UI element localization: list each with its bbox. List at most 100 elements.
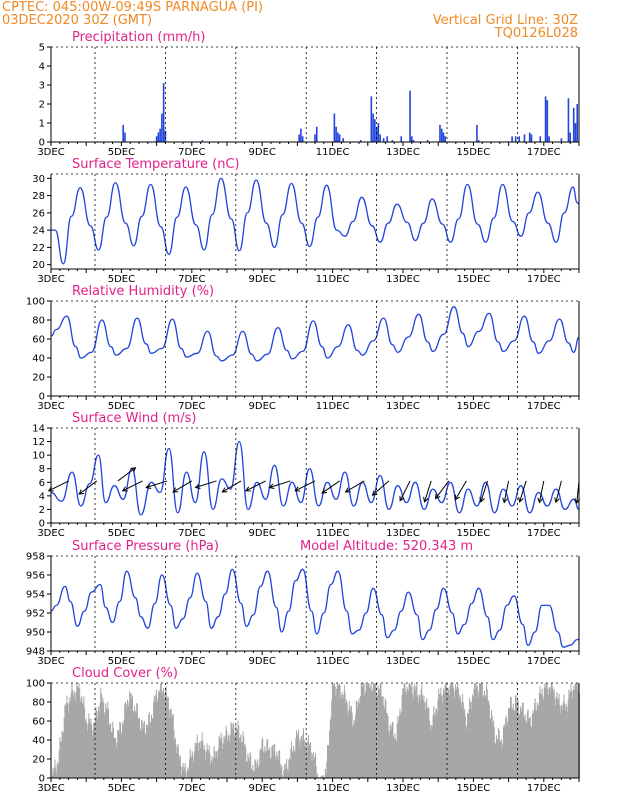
y-tick-label: 60: [32, 335, 45, 346]
cloud-bar: [98, 706, 100, 778]
cloud-bar: [86, 730, 88, 778]
cloud-bar: [243, 745, 245, 778]
x-tick-label: 5DEC: [108, 783, 135, 794]
cloud-bar: [349, 706, 351, 778]
cloud-bar: [435, 708, 437, 778]
y-tick-label: 30: [32, 174, 45, 185]
wind-arrow: [117, 467, 136, 482]
cloud-bar: [505, 715, 507, 778]
cloud-bar: [418, 694, 420, 778]
cloud-bar: [569, 693, 571, 778]
cloud-bar: [196, 743, 198, 778]
cloud-bar: [361, 683, 363, 778]
cloud-bar: [343, 694, 345, 778]
cloud-bar: [336, 688, 338, 778]
cloud-bar: [205, 751, 207, 778]
cloud-bar: [145, 734, 147, 778]
cloud-bar: [251, 769, 253, 778]
cloud-bar: [451, 685, 453, 778]
cloud-bar: [248, 757, 250, 778]
cloud-bar: [551, 683, 553, 778]
cloud-bar: [178, 754, 180, 778]
wind-arrows: [47, 467, 581, 504]
wind-arrow-head: [121, 486, 128, 492]
cloud-bar: [154, 700, 156, 778]
precip-bar: [374, 119, 376, 142]
cloud-bar: [357, 708, 359, 778]
cloud-bar: [526, 711, 528, 778]
x-tick-label: 15DEC: [457, 274, 491, 285]
cloud-bar: [498, 730, 500, 778]
cloud-bar: [572, 690, 574, 778]
cloud-bar: [422, 695, 424, 778]
wind-arrow-head: [479, 496, 485, 503]
cloud-bar: [189, 748, 191, 778]
cloud-bar: [263, 752, 265, 778]
cloud-bar: [225, 725, 227, 778]
cloud-bar: [412, 693, 414, 778]
cloud-bar: [63, 717, 65, 778]
cloud-bar: [295, 738, 297, 778]
cloud-bar: [239, 737, 241, 778]
precip-bar: [375, 126, 378, 142]
cloud-bar: [378, 688, 380, 778]
cloud-bar: [74, 693, 76, 778]
y-tick-label: 0: [39, 138, 45, 149]
cloud-bar: [76, 683, 78, 778]
cloud-bar: [72, 689, 74, 778]
cloud-bar: [229, 741, 231, 778]
cloud-bar: [102, 697, 104, 778]
cloud-bar: [360, 683, 362, 778]
wind-arrow: [172, 480, 193, 493]
cloud-bar: [395, 739, 397, 778]
cloud-bar: [304, 746, 306, 778]
cloud-bar: [100, 693, 102, 778]
precip-bar: [409, 90, 411, 142]
precip-bar: [201, 140, 204, 142]
cloud-bar: [185, 772, 187, 778]
cloud-bar: [512, 708, 514, 778]
cloud-bar: [129, 693, 131, 778]
cloud-bar: [481, 683, 483, 778]
cloud-bar: [554, 698, 556, 778]
cloud-bar: [379, 690, 381, 778]
cloud-bar: [129, 691, 131, 778]
cloud-bar: [371, 692, 373, 778]
cloud-bar: [195, 746, 197, 778]
cloud-bar: [60, 741, 62, 778]
cloud-bar: [426, 698, 428, 778]
cloud-bar: [306, 751, 308, 778]
cloud-bar: [134, 710, 136, 778]
x-tick-label: 11DEC: [316, 147, 350, 158]
cloud-bar: [303, 739, 305, 778]
cloud-bar: [305, 745, 307, 778]
y-tick-label: 5: [39, 43, 45, 54]
cloud-bar: [445, 683, 447, 778]
panel-cloud: Cloud Cover (%) 0 20 40 60 80 100 3DEC 5DEC 7DEC 9…: [26, 666, 581, 794]
cloud-bar: [157, 702, 159, 778]
cloud-bar: [286, 758, 288, 778]
wind-arrow: [321, 480, 340, 494]
cloud-bar: [217, 748, 219, 778]
cloud-bar: [510, 696, 512, 778]
cloud-bar: [510, 696, 512, 778]
precip-bar: [391, 140, 394, 142]
cloud-bar: [312, 754, 314, 778]
cloud-bar: [201, 732, 203, 778]
cloud-bar: [188, 759, 190, 778]
cloud-bar: [436, 712, 438, 778]
cloud-bar: [87, 723, 89, 778]
series-line-wind: [50, 440, 580, 516]
cloud-bar: [466, 725, 468, 778]
cloud-bar: [446, 693, 448, 778]
cloud-bar: [52, 768, 54, 778]
cloud-bar: [519, 716, 521, 778]
cloud-bar: [531, 727, 533, 778]
cloud-bar: [215, 751, 217, 778]
cloud-bar: [124, 702, 126, 778]
cloud-bar: [312, 751, 314, 778]
precip-bar: [530, 134, 533, 142]
y-tick-label: 100: [26, 297, 45, 308]
x-tick-label: 11DEC: [316, 656, 350, 667]
panel-title-cloud: Cloud Cover (%): [72, 666, 178, 681]
